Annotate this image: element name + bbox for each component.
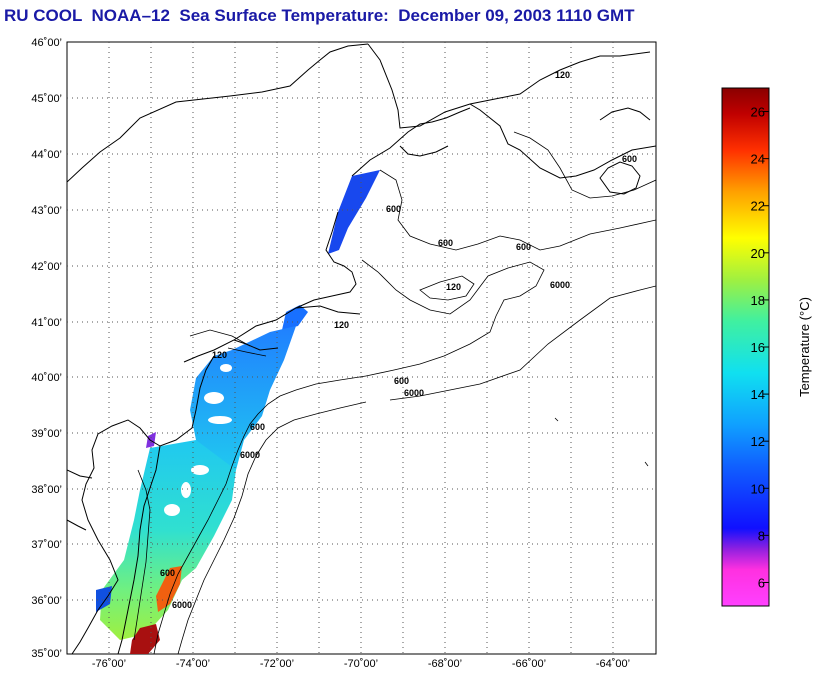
lat-tick: 35˚00’ — [31, 648, 62, 660]
colorbar-tick-label: 24 — [751, 152, 765, 167]
colorbar-tick-label: 20 — [751, 246, 765, 261]
contour-label: 120 — [446, 282, 461, 292]
sst-cold-bay — [96, 586, 112, 612]
sst-swath-mid-atlantic — [190, 326, 296, 470]
latitude-labels: 46˚00’ 45˚00’ 44˚00’ 43˚00’ 42˚00’ 41˚00… — [31, 37, 62, 660]
contour-label: 6000 — [240, 450, 260, 460]
lat-tick: 42˚00’ — [31, 261, 62, 273]
longitude-labels: -76˚00’ -74˚00’ -72˚00’ -70˚00’ -68˚00’ … — [92, 658, 630, 670]
graticule — [67, 42, 656, 654]
contour-label: 600 — [438, 238, 453, 248]
colorbar-tick-label: 8 — [758, 528, 765, 543]
colorbar-label: Temperature (°C) — [797, 297, 812, 397]
colorbar — [721, 87, 770, 607]
contour-label: 600 — [250, 422, 265, 432]
lon-tick: -68˚00’ — [428, 658, 462, 670]
sst-gulf-stream-core — [130, 624, 160, 654]
contour-label: 600 — [516, 242, 531, 252]
contour-label: 6000 — [404, 388, 424, 398]
lat-tick: 41˚00’ — [31, 317, 62, 329]
lon-tick: -76˚00’ — [92, 658, 126, 670]
colorbar-tick-label: 6 — [758, 575, 765, 590]
sst-cold-delaware — [146, 432, 156, 448]
sst-swath-south — [100, 440, 236, 640]
cloud-gaps — [164, 364, 232, 516]
colorbar-tick-label: 18 — [751, 293, 765, 308]
lat-tick: 43˚00’ — [31, 205, 62, 217]
sst-swath-gulf-of-maine — [328, 170, 380, 254]
colorbar-tick-label: 12 — [751, 434, 765, 449]
lat-tick: 40˚00’ — [31, 372, 62, 384]
colorbar-tick-label: 16 — [751, 340, 765, 355]
colorbar-tick-label: 26 — [751, 105, 765, 120]
colorbar-ticks: 6 8 10 12 14 16 18 20 22 24 26 — [751, 105, 769, 590]
colorbar-tick-label: 10 — [751, 481, 765, 496]
lon-tick: -74˚00’ — [176, 658, 210, 670]
lat-tick: 37˚00’ — [31, 539, 62, 551]
contour-label: 120 — [212, 350, 227, 360]
lat-tick: 45˚00’ — [31, 93, 62, 105]
lon-tick: -64˚00’ — [596, 658, 630, 670]
contour-label: 120 — [334, 320, 349, 330]
contour-label: 600 — [160, 568, 175, 578]
contour-label: 600 — [394, 376, 409, 386]
lon-tick: -72˚00’ — [260, 658, 294, 670]
colorbar-tick-label: 22 — [751, 199, 765, 214]
lat-tick: 36˚00’ — [31, 595, 62, 607]
bathymetry-contours — [133, 131, 656, 654]
contour-label: 600 — [386, 204, 401, 214]
contour-label: 6000 — [550, 280, 570, 290]
lat-tick: 39˚00’ — [31, 428, 62, 440]
contour-label: 600 — [622, 154, 637, 164]
lat-tick: 44˚00’ — [31, 149, 62, 161]
contour-label: 6000 — [172, 600, 192, 610]
sst-swath-long-island — [282, 305, 308, 330]
contour-labels: 120 600 600 600 600 120 120 120 600 6000… — [160, 70, 637, 610]
lat-tick: 38˚00’ — [31, 484, 62, 496]
contour-label: 120 — [555, 70, 570, 80]
lon-tick: -66˚00’ — [512, 658, 546, 670]
colorbar-tick-label: 14 — [751, 387, 765, 402]
lon-tick: -70˚00’ — [344, 658, 378, 670]
lat-tick: 46˚00’ — [31, 37, 62, 49]
map-title: RU COOL NOAA–12 Sea Surface Temperature:… — [4, 6, 635, 25]
coastline — [67, 43, 656, 654]
